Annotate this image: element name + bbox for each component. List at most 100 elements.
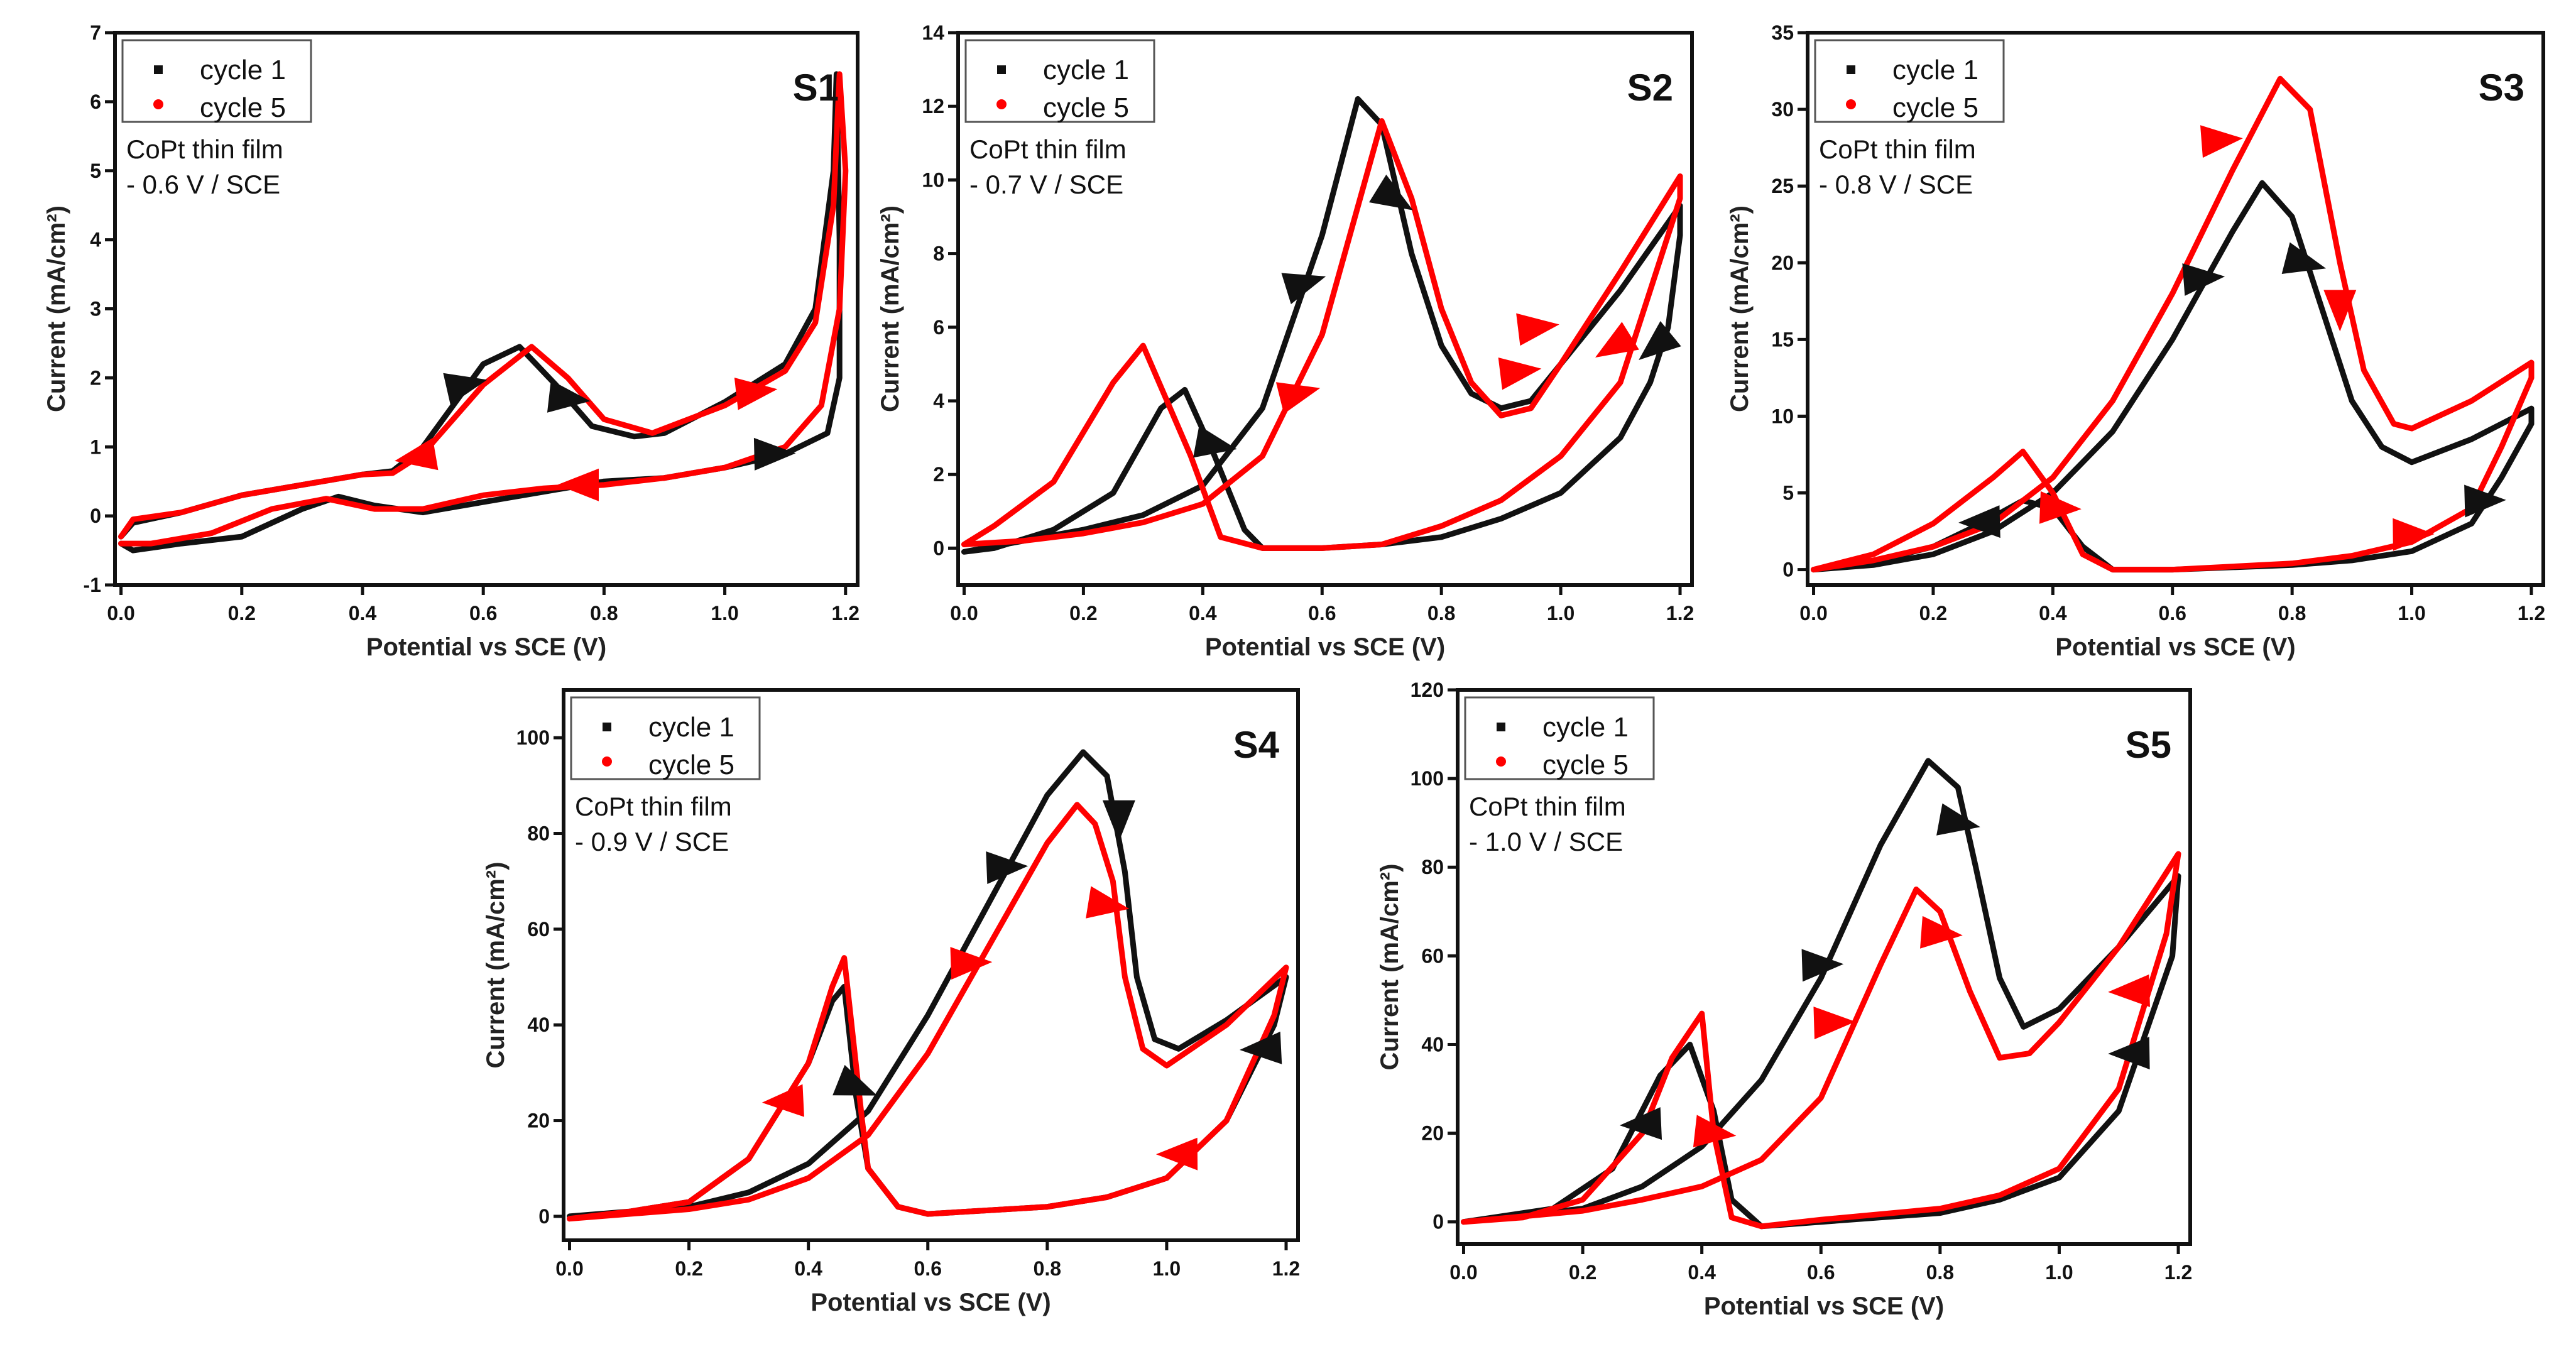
y-tick-label: 6 [90,90,101,113]
y-tick-label: 10 [1771,405,1794,427]
y-tick-label: 0 [90,505,101,527]
x-tick-label: 1.2 [1272,1257,1300,1280]
direction-arrow-icon [547,380,591,413]
direction-arrow-icon [2108,974,2150,1007]
y-axis-label: Current (mA/cm²) [876,205,904,412]
y-tick-label: 100 [516,726,550,749]
y-axis-label: Current (mA/cm²) [43,205,70,412]
x-tick-label: 0.4 [794,1257,822,1280]
legend: cycle 1 cycle 5 [1464,696,1655,780]
direction-arrow-icon [2200,125,2243,158]
legend-label: cycle 1 [1043,55,1129,85]
chart-panel-s5: 0.0 0.2 0.4 0.6 0.8 1.0 1.2 0 20 40 60 80 100 120 Pote… [1376,679,2192,1320]
x-tick-label: 0.8 [1034,1257,1061,1280]
legend-marker-dot-icon [1496,756,1506,767]
y-axis-label: Current (mA/cm²) [482,862,510,1069]
x-tick-label: 0.4 [349,602,377,625]
x-tick-label: 0.6 [914,1257,942,1280]
x-tick-label: 0.8 [1926,1261,1954,1284]
y-tick-label: 60 [527,918,550,941]
x-tick-label: 0.8 [1427,602,1455,625]
y-tick-label: 40 [527,1013,550,1036]
sample-note: - 0.6 V / SCE [126,170,280,199]
x-tick-label: 0.2 [1569,1261,1596,1284]
x-axis-label: Potential vs SCE (V) [2055,633,2295,661]
legend-box [1814,39,2005,123]
x-tick-label: 1.2 [832,602,860,625]
direction-arrow-icon [395,438,439,471]
x-tick-label: 0.4 [1189,602,1217,625]
x-tick-label: 0.0 [555,1257,583,1280]
x-tick-label: 0.2 [1919,602,1947,625]
x-axis-label: Potential vs SCE (V) [1704,1292,1944,1320]
legend-label: cycle 5 [1043,92,1129,123]
panel-title: S5 [2126,724,2171,766]
legend: cycle 1 cycle 5 [121,39,312,123]
legend-marker-square-icon [154,65,163,74]
legend-label: cycle 5 [1892,92,1978,123]
y-axis-label: Current (mA/cm²) [1376,864,1404,1071]
legend-marker-dot-icon [602,756,612,767]
y-tick-label: 3 [90,298,101,320]
direction-arrow-icon [1281,273,1326,305]
y-tick-label: 5 [90,160,101,182]
direction-arrow-icon [557,468,599,501]
series-line-cycle-5 [961,118,1683,551]
panel-title: S3 [2479,67,2524,109]
direction-arrow-icon [1275,382,1321,414]
x-tick-label: 0.8 [590,602,618,625]
legend: cycle 1 cycle 5 [964,39,1155,123]
y-tick-label: 14 [922,21,944,44]
y-tick-label: 40 [1421,1033,1444,1056]
y-tick-label: 10 [922,168,944,191]
y-tick-label: 35 [1771,21,1794,44]
legend-label: cycle 1 [648,712,734,743]
y-tick-label: 120 [1411,679,1444,701]
direction-arrow-icon [1693,1115,1737,1148]
series-line-cycle-5 [1461,851,2181,1230]
legend-marker-square-icon [997,65,1006,74]
x-tick-label: 0.4 [1688,1261,1716,1284]
legend-marker-dot-icon [153,99,163,109]
direction-arrow-icon [1639,320,1681,360]
direction-arrow-icon [761,1084,804,1117]
sample-note: - 0.9 V / SCE [575,827,729,856]
legend-label: cycle 1 [1892,55,1978,85]
y-tick-label: 4 [90,229,101,251]
direction-arrow-icon [1086,886,1130,919]
y-tick-label: 7 [90,21,101,44]
y-tick-label: 4 [933,390,944,412]
legend-box [570,696,761,780]
series-line-cycle-1 [1811,180,2535,573]
direction-arrow-icon [2393,518,2435,551]
x-tick-label: 1.2 [2518,602,2545,625]
direction-arrow-icon [1595,322,1639,358]
series-line-cycle-5 [118,71,849,547]
direction-arrow-icon [734,377,778,410]
x-tick-label: 0.6 [1807,1261,1835,1284]
series-line-cycle-5 [567,802,1289,1222]
x-axis-label: Potential vs SCE (V) [810,1289,1051,1316]
direction-arrow-icon [1936,803,1980,836]
chart-panel-s3: 0.0 0.2 0.4 0.6 0.8 1.0 1.2 0 5 10 15 20 25 30 35 Poten… [1726,21,2545,661]
x-tick-label: 0.0 [950,602,978,625]
direction-arrow-icon [443,373,488,405]
plot-frame [956,31,1694,587]
plot-frame [562,688,1300,1242]
y-axis-label: Current (mA/cm²) [1726,205,1754,412]
x-tick-label: 0.0 [107,602,134,625]
direction-arrow-icon [1516,313,1559,346]
chart-panel-s1: 0.0 0.2 0.4 0.6 0.8 1.0 1.2 -1 0 1 2 3 4 5 6 7 Potential… [43,21,860,661]
y-tick-label: 20 [1421,1122,1444,1145]
series-line-cycle-1 [1461,758,2181,1230]
legend-marker-square-icon [603,723,611,731]
y-tick-label: 5 [1782,482,1794,505]
direction-arrow-icon [1813,1007,1856,1040]
y-tick-label: 30 [1771,98,1794,121]
direction-arrow-icon [2464,484,2506,518]
legend: cycle 1 cycle 5 [570,696,761,780]
x-tick-label: 0.6 [1308,602,1336,625]
sample-note: CoPt thin film [1469,792,1626,821]
y-tick-label: 15 [1771,328,1794,351]
